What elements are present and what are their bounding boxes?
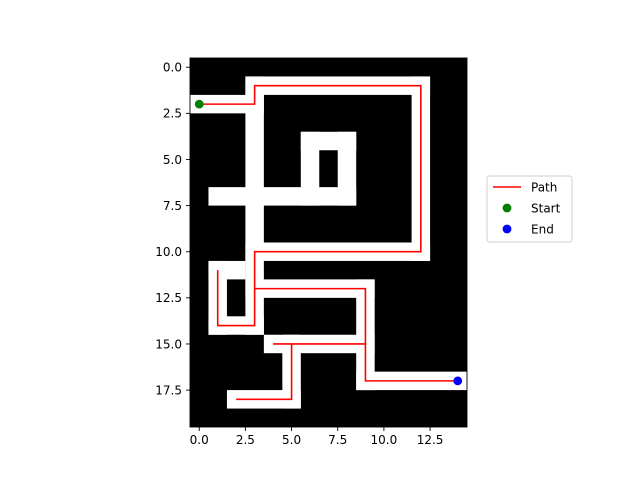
legend-point-swatch — [502, 224, 512, 234]
x-tick-label: 0.0 — [190, 433, 209, 447]
y-tick-label: 0.0 — [163, 61, 182, 75]
x-tick-label: 10.0 — [371, 433, 398, 447]
legend-label: Start — [531, 201, 561, 215]
axes-frame — [189, 57, 468, 428]
y-tick-label: 12.5 — [155, 291, 182, 305]
path-line — [236, 343, 293, 401]
x-tick-label: 12.5 — [417, 433, 444, 447]
axes: 0.0 2.5 5.0 7.5 10.0 12.5 0.0 2.5 5.0 7.5 10.0 12.5… — [155, 57, 468, 447]
y-tick-label: 10.0 — [155, 245, 182, 259]
path-line — [254, 287, 458, 382]
y-tick-label: 2.5 — [163, 107, 182, 121]
x-tick-label: 2.5 — [236, 433, 255, 447]
legend-label: End — [531, 222, 554, 236]
x-tick-label: 7.5 — [328, 433, 347, 447]
legend-label: Path — [531, 180, 557, 194]
start-marker — [194, 99, 204, 109]
y-tick-label: 15.0 — [155, 337, 182, 351]
legend-point-swatch — [502, 203, 512, 213]
plot-area — [190, 58, 467, 427]
y-tick-label: 17.5 — [155, 383, 182, 397]
maze-corridor — [208, 187, 357, 206]
path-line — [199, 84, 422, 327]
legend: Path Start End — [486, 175, 573, 243]
maze-corridor — [208, 260, 246, 280]
maze-corridor — [337, 131, 357, 206]
end-marker — [453, 376, 463, 386]
y-tick-label: 7.5 — [163, 199, 182, 213]
y-tick-label: 5.0 — [163, 153, 182, 167]
x-tick-label: 5.0 — [282, 433, 301, 447]
maze-corridor — [300, 131, 320, 206]
